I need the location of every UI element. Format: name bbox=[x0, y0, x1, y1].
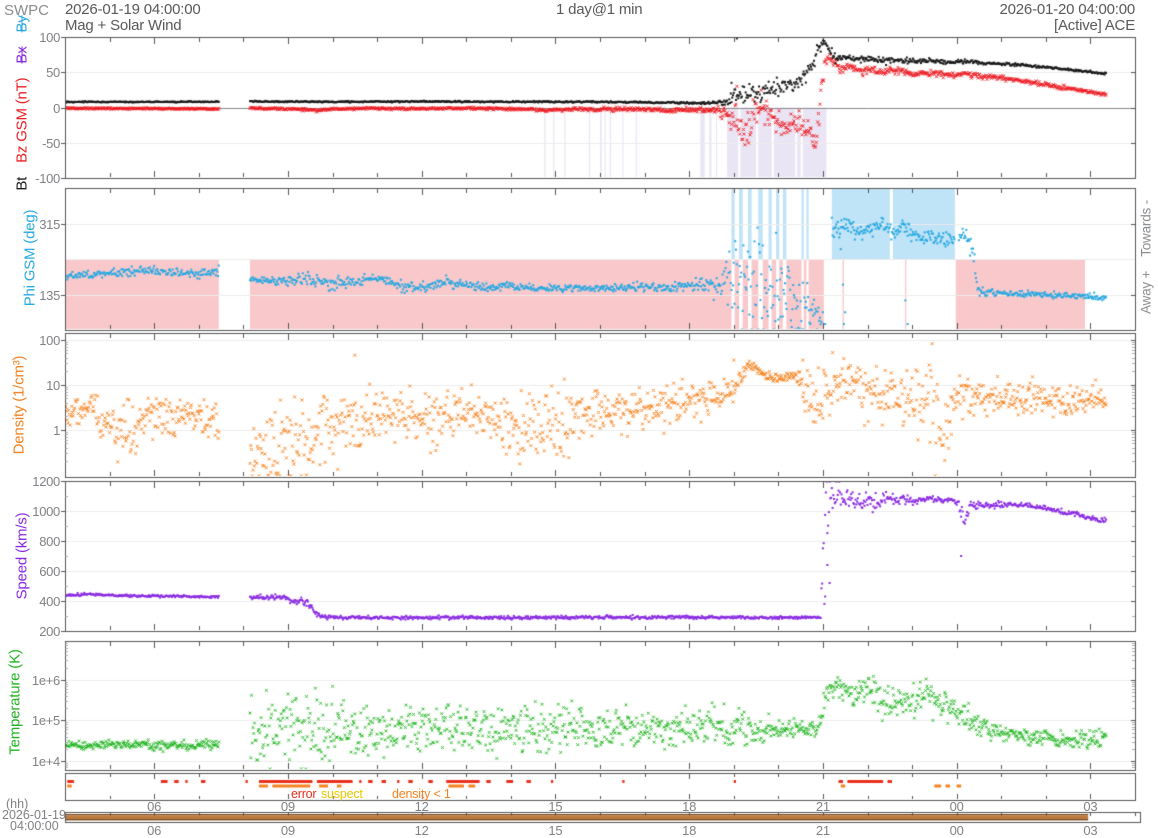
mag-y-tick-label: -50 bbox=[42, 136, 60, 151]
towards-sector-label: Towards - bbox=[1138, 200, 1154, 257]
x-tick-label-row1: 03 bbox=[1083, 799, 1098, 814]
x-tick-label-row1: 18 bbox=[682, 799, 697, 814]
mag-y-tick-label: 50 bbox=[46, 65, 60, 80]
density-y-tick-label: 1 bbox=[53, 423, 60, 438]
source-status: [Active] ACE bbox=[1054, 17, 1135, 34]
temperature-y-tick-label: 1e+5 bbox=[31, 713, 60, 728]
x-tick-label-row1: 21 bbox=[815, 799, 830, 814]
speed-y-tick-label: 800 bbox=[39, 534, 60, 549]
temperature-y-tick-label: 1e+4 bbox=[31, 754, 60, 769]
x-tick-label-row2: 09 bbox=[280, 823, 295, 838]
mag-y-tick-label: 0 bbox=[53, 101, 60, 116]
speed-y-tick-label: 600 bbox=[39, 564, 60, 579]
density-y-tick-label: 100 bbox=[39, 333, 60, 348]
start-datetime: 2026-01-19 04:00:00 bbox=[65, 1, 201, 18]
temperature-y-tick-label: 1e+6 bbox=[31, 673, 60, 688]
end-datetime: 2026-01-20 04:00:00 bbox=[999, 1, 1136, 18]
x-tick-label-row1: 12 bbox=[414, 799, 429, 814]
app-brand: SWPC bbox=[4, 2, 49, 19]
away-sector-label: Away + bbox=[1138, 270, 1154, 314]
density-y-tick-label: 10 bbox=[46, 378, 60, 393]
plot-title: Mag + Solar Wind bbox=[65, 17, 182, 34]
x-tick-label-row2: 00 bbox=[949, 823, 964, 838]
temperature-axis-label: Temperature (K) bbox=[6, 649, 24, 755]
x-tick-label-row1: 09 bbox=[280, 799, 295, 814]
series-toggle-bx[interactable]: Bx bbox=[13, 46, 31, 64]
x-tick-label-row1: 15 bbox=[548, 799, 563, 814]
x-tick-label-row1: 06 bbox=[147, 799, 162, 814]
time-range-scrollbar[interactable] bbox=[65, 811, 1140, 823]
flag-label-density: density < 1 bbox=[392, 787, 451, 801]
speed-y-tick-label: 1200 bbox=[32, 474, 60, 489]
speed-axis-label: Speed (km/s) bbox=[13, 512, 31, 600]
x-tick-label-row2: 15 bbox=[548, 823, 563, 838]
mag-y-tick-label: 100 bbox=[39, 30, 60, 45]
x-tick-label-row2: 18 bbox=[682, 823, 697, 838]
flag-label-error: error bbox=[291, 787, 317, 801]
resolution-label: 1 day@1 min bbox=[556, 1, 643, 18]
mag-y-tick-label: -100 bbox=[35, 171, 60, 186]
flag-label-suspect: suspect bbox=[321, 787, 363, 801]
phi-y-tick-label: 315 bbox=[39, 217, 60, 232]
x-tick-label-row2: 12 bbox=[414, 823, 429, 838]
x-tick-label-row1: 00 bbox=[949, 799, 964, 814]
x-tick-label-row2: 21 bbox=[815, 823, 830, 838]
x-axis-unit-label: (hh) bbox=[6, 797, 29, 811]
x-tick-label-row2: 06 bbox=[147, 823, 162, 838]
speed-y-tick-label: 400 bbox=[39, 594, 60, 609]
speed-y-tick-label: 1000 bbox=[32, 504, 60, 519]
x-axis-time: 04:00:00 bbox=[10, 819, 59, 833]
density-axis-label: Density (1/cm³) bbox=[10, 355, 28, 455]
phi-sector-label: Away + Towards - bbox=[1139, 193, 1154, 321]
phi-y-tick-label: 135 bbox=[39, 288, 60, 303]
x-tick-label-row2: 03 bbox=[1083, 823, 1098, 838]
x-axis-date: 2026-01-19 bbox=[2, 808, 66, 822]
speed-y-tick-label: 200 bbox=[39, 624, 60, 639]
